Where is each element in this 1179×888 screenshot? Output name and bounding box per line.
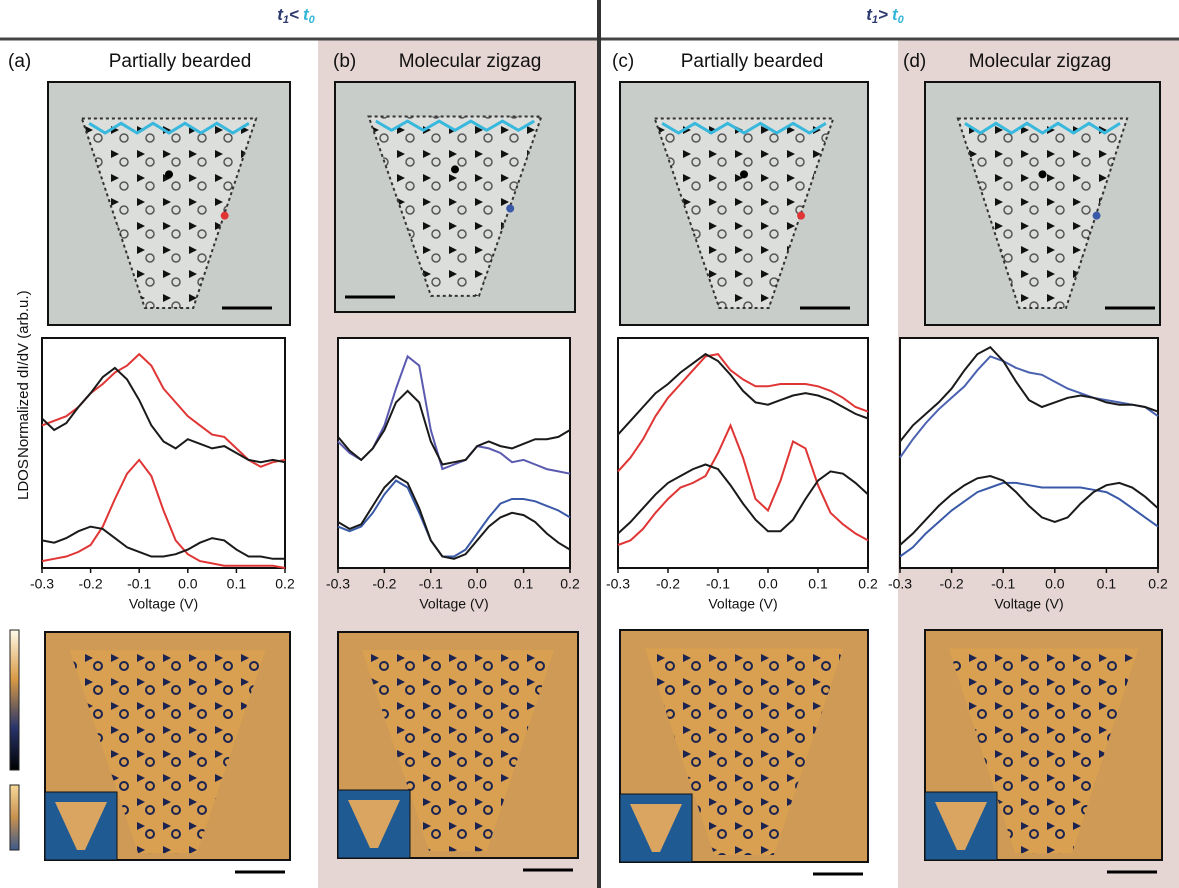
marker	[221, 212, 229, 220]
colorbar	[10, 630, 19, 770]
page: t1<t0 t1>t0 LDOS Normalized dI/dV (arb.u…	[0, 0, 1179, 888]
x-tick-label: 0.1	[227, 576, 247, 592]
x-tick-label: 0.2	[560, 576, 580, 592]
x-tick-label: -0.3	[326, 576, 350, 592]
marker	[1093, 212, 1101, 220]
plot-frame	[618, 338, 868, 568]
x-tick-label: 0.1	[808, 576, 828, 592]
panel-title: Molecular zigzag	[399, 51, 542, 72]
marker	[451, 165, 459, 173]
y-label: LDOS	[15, 459, 32, 500]
x-tick-label: -0.1	[991, 576, 1015, 592]
op: <	[289, 5, 299, 24]
panel-title: Partially bearded	[681, 51, 824, 72]
x-tick-label: 0.0	[758, 576, 778, 592]
header-left: t1<t0	[277, 5, 315, 25]
x-tick-label: 0.0	[467, 576, 487, 592]
plot-frame	[338, 338, 570, 568]
x-tick-label: -0.1	[706, 576, 730, 592]
x-label: Voltage (V)	[994, 596, 1063, 612]
panel-label: (a)	[8, 51, 31, 72]
x-tick-label: 0.1	[1097, 576, 1117, 592]
x-label: Voltage (V)	[708, 596, 777, 612]
y-label: Normalized dI/dV (arb.u.)	[15, 290, 32, 458]
panel-label: (d)	[903, 51, 926, 72]
marker	[506, 205, 514, 213]
figure: t1<t0 t1>t0 LDOS Normalized dI/dV (arb.u…	[0, 0, 1179, 888]
x-label: Voltage (V)	[419, 596, 488, 612]
panel-title: Molecular zigzag	[969, 51, 1112, 72]
op: >	[878, 5, 888, 24]
x-tick-label: -0.2	[372, 576, 396, 592]
x-tick-label: 0.1	[514, 576, 534, 592]
marker	[165, 170, 173, 178]
panel-label: (c)	[612, 51, 634, 72]
x-label: Voltage (V)	[129, 596, 198, 612]
x-tick-label: 0.0	[1045, 576, 1065, 592]
colorbar	[10, 785, 19, 850]
x-tick-label: -0.2	[79, 576, 103, 592]
x-tick-label: -0.3	[30, 576, 54, 592]
marker	[740, 170, 748, 178]
x-tick-label: 0.0	[178, 576, 198, 592]
x-tick-label: -0.3	[606, 576, 630, 592]
panel-title: Partially bearded	[109, 51, 252, 72]
x-tick-label: 0.2	[1148, 576, 1168, 592]
x-tick-label: -0.1	[127, 576, 151, 592]
marker	[1039, 170, 1047, 178]
sub: 0	[309, 14, 316, 26]
x-tick-label: 0.2	[858, 576, 878, 592]
header-right: t1>t0	[866, 5, 904, 25]
x-tick-label: 0.2	[275, 576, 295, 592]
x-tick-label: -0.2	[656, 576, 680, 592]
marker	[797, 212, 805, 220]
x-tick-label: -0.1	[419, 576, 443, 592]
sub: 0	[898, 14, 905, 26]
x-tick-label: -0.2	[940, 576, 964, 592]
plot-frame	[42, 338, 285, 568]
panel-label: (b)	[333, 51, 356, 72]
x-tick-label: -0.3	[888, 576, 912, 592]
